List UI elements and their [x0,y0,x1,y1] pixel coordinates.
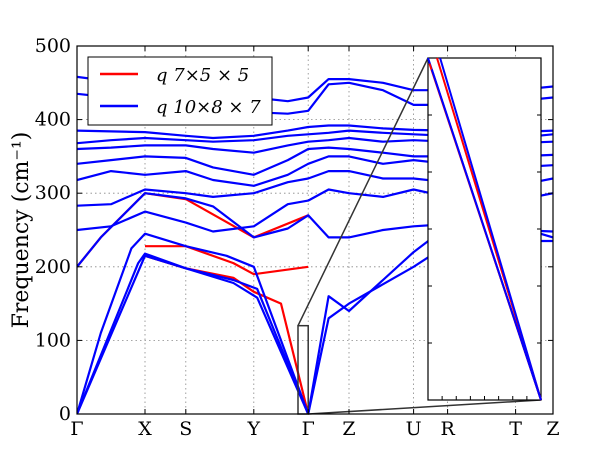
plot-frame [76,45,554,415]
y-tick-label: 0 [59,403,71,425]
x-tick-label: Γ [70,418,83,440]
x-tick-label: X [138,418,152,440]
inset-band-1 [439,57,542,401]
legend: q 7×5 × 5 q 10×8 × 7 [87,56,273,126]
x-tick-label: Z [546,418,559,440]
x-tick-label: R [440,418,455,440]
x-tick-label: Γ [302,418,315,440]
y-tick-label: 400 [35,109,71,131]
legend-label: q 7×5 × 5 [156,65,249,86]
axis-ticks: 0 100 200 300 400 500 Γ X S Y Γ Z U R T Z [35,35,560,440]
series-0-band-1 [145,245,309,276]
series-0-band-2 [144,254,310,414]
y-tick-label: 500 [35,35,71,57]
y-tick-label: 100 [35,329,71,351]
x-tick-label: T [509,418,522,440]
x-tick-label: U [406,418,422,440]
y-tick-label: 300 [35,182,71,204]
legend-label: q 10×8 × 7 [156,97,261,118]
x-tick-label: S [179,418,192,440]
zoom-connector-bottom [308,399,542,415]
y-tick-label: 200 [35,256,71,278]
legend-box [87,56,273,126]
x-tick-label: Z [342,418,355,440]
inset-band-4 [430,69,542,401]
zoom-inset [297,57,542,415]
x-tick-label: Y [247,418,261,440]
zoom-connector-top [297,57,429,327]
inset-data [427,57,542,401]
series-1-band-2 [77,232,310,414]
y-axis-label: Frequency (cm⁻¹) [9,132,34,329]
